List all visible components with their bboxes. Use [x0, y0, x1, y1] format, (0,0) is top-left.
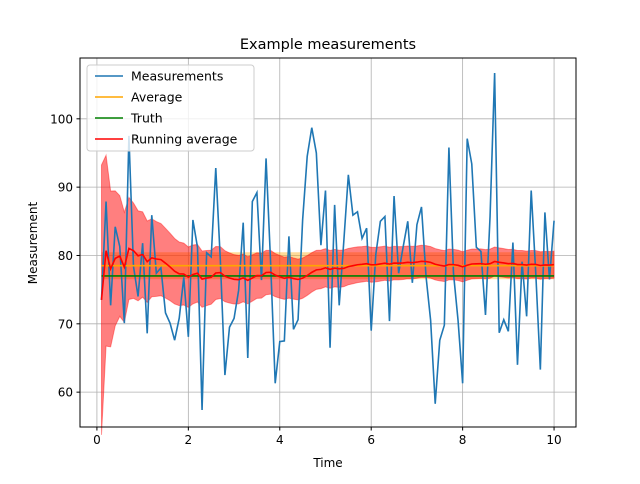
x-tick-label: 0 — [93, 433, 101, 447]
legend-label: Truth — [130, 111, 163, 126]
x-tick-label: 8 — [459, 433, 467, 447]
x-tick-label: 6 — [367, 433, 375, 447]
y-tick-label: 80 — [58, 249, 73, 263]
x-tick-label: 2 — [185, 433, 193, 447]
legend-label: Running average — [131, 132, 238, 147]
legend-label: Average — [131, 90, 183, 105]
legend: Measurements Average Truth Running average — [87, 65, 254, 151]
y-tick-label: 60 — [58, 386, 73, 400]
y-tick-label: 100 — [50, 112, 73, 126]
y-axis-label: Measurement — [26, 202, 40, 285]
legend-label: Measurements — [131, 69, 223, 84]
y-tick-label: 90 — [58, 181, 73, 195]
x-tick-label: 4 — [276, 433, 284, 447]
chart-title: Example measurements — [240, 37, 416, 53]
y-tick-label: 70 — [58, 317, 73, 331]
x-axis-label: Time — [312, 456, 342, 470]
x-tick-label: 10 — [546, 433, 561, 447]
